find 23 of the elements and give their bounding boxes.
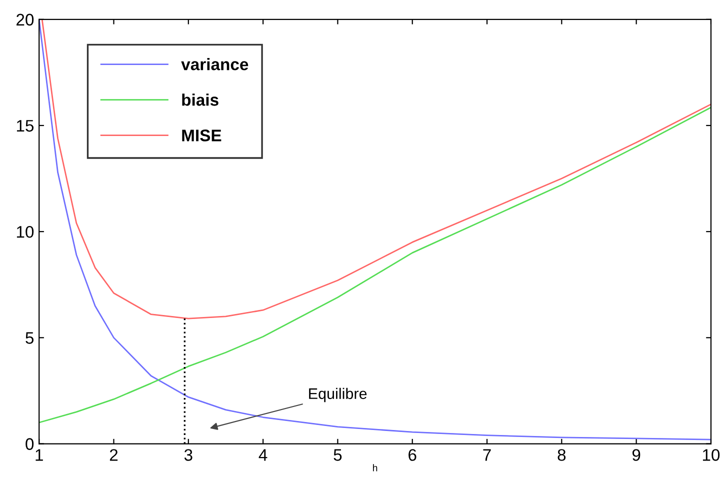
- y-tick-label: 20: [16, 14, 34, 26]
- legend-label: MISE: [182, 130, 222, 142]
- annotation: Equilibre: [309, 388, 367, 402]
- line-series: [41, 19, 711, 320]
- x-tick-label: 3: [184, 449, 192, 461]
- x-tick-label: 6: [408, 449, 416, 461]
- x-tick-label: 10: [702, 449, 720, 461]
- y-tick-label: 15: [16, 120, 34, 132]
- x-tick-label: 1: [36, 449, 43, 461]
- x-tick-label: 7: [483, 449, 491, 461]
- y-tick-label: 5: [26, 332, 34, 344]
- x-axis-title: h: [373, 464, 378, 472]
- line-series: [39, 19, 711, 440]
- x-tick-label: 5: [334, 449, 342, 461]
- y-tick-label: 10: [16, 226, 34, 238]
- x-tick-label: 4: [258, 449, 268, 461]
- x-tick-label: 2: [110, 449, 118, 461]
- legend-label: variance: [181, 58, 248, 70]
- line-series: [39, 106, 711, 424]
- x-tick-label: 8: [558, 449, 566, 461]
- legend-label: biais: [182, 94, 218, 106]
- x-tick-label: 9: [632, 449, 640, 461]
- y-tick-label: 0: [26, 438, 34, 450]
